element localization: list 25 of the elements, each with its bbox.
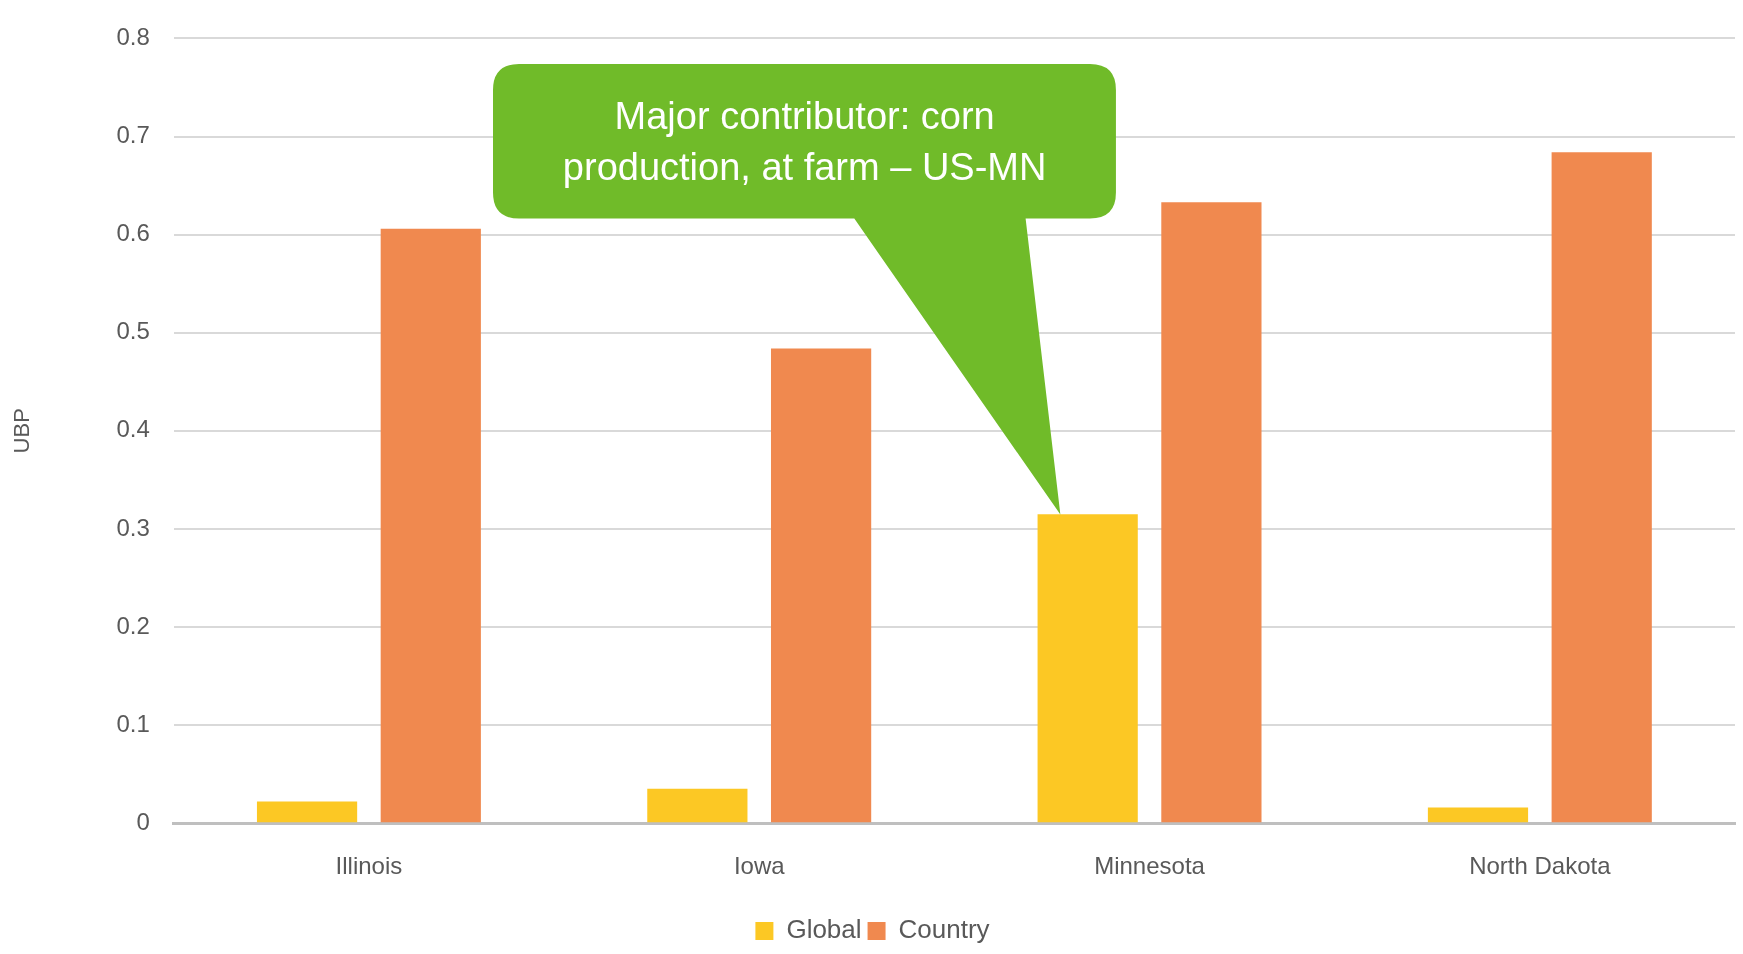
y-axis-title: UBP	[9, 408, 35, 454]
bar	[380, 228, 481, 823]
x-tick-label: Illinois	[335, 852, 403, 880]
x-tick-label: North Dakota	[1469, 852, 1612, 880]
y-tick-label: 0.4	[116, 415, 150, 443]
x-tick-label: Iowa	[733, 852, 786, 880]
bar	[1161, 202, 1262, 823]
y-tick-label: 0.8	[116, 23, 150, 51]
bar	[256, 801, 358, 823]
legend-label: Global	[786, 914, 862, 945]
x-tick-label: Minnesota	[1094, 852, 1206, 880]
bar	[1551, 152, 1652, 823]
annotation: Major contributor: corn production, at farm – US-MN	[561, 94, 1048, 190]
legend-label: Country	[898, 914, 990, 945]
bar	[647, 788, 748, 823]
y-tick-label: 0.3	[116, 513, 150, 541]
y-tick-label: 0.2	[116, 611, 150, 639]
y-tick-label: 0	[136, 807, 150, 835]
y-tick-label: 0.7	[116, 121, 150, 149]
y-tick-label: 0.5	[116, 317, 150, 345]
y-tick-label: 0.1	[116, 709, 150, 737]
y-tick-label: 0.6	[116, 219, 150, 247]
bar	[770, 348, 872, 823]
bar	[1037, 514, 1138, 823]
bar	[1427, 807, 1529, 823]
